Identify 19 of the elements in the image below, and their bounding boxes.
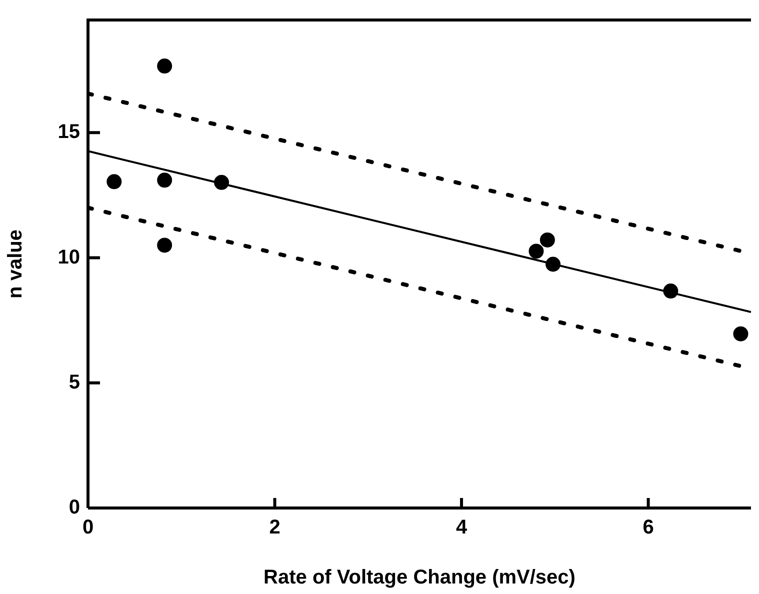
x-tick-label: 6 (642, 516, 654, 539)
point (157, 172, 172, 188)
y-tick-label: 0 (68, 496, 80, 519)
point (546, 256, 561, 272)
y-axis-title: n value (4, 230, 27, 298)
x-tick-label: 2 (269, 516, 280, 539)
point (663, 284, 678, 299)
point (540, 232, 555, 248)
point (157, 238, 172, 253)
y-tick-label: 15 (58, 121, 80, 144)
point (528, 244, 544, 259)
point (106, 174, 122, 190)
y-tick-label: 10 (58, 246, 80, 268)
y-tick-label: 5 (68, 371, 80, 394)
point (157, 58, 172, 74)
x-tick-label: 4 (456, 516, 468, 539)
x-axis-title: Rate of Voltage Change (mV/sec) (264, 566, 576, 589)
point (733, 326, 748, 342)
point (214, 174, 230, 190)
